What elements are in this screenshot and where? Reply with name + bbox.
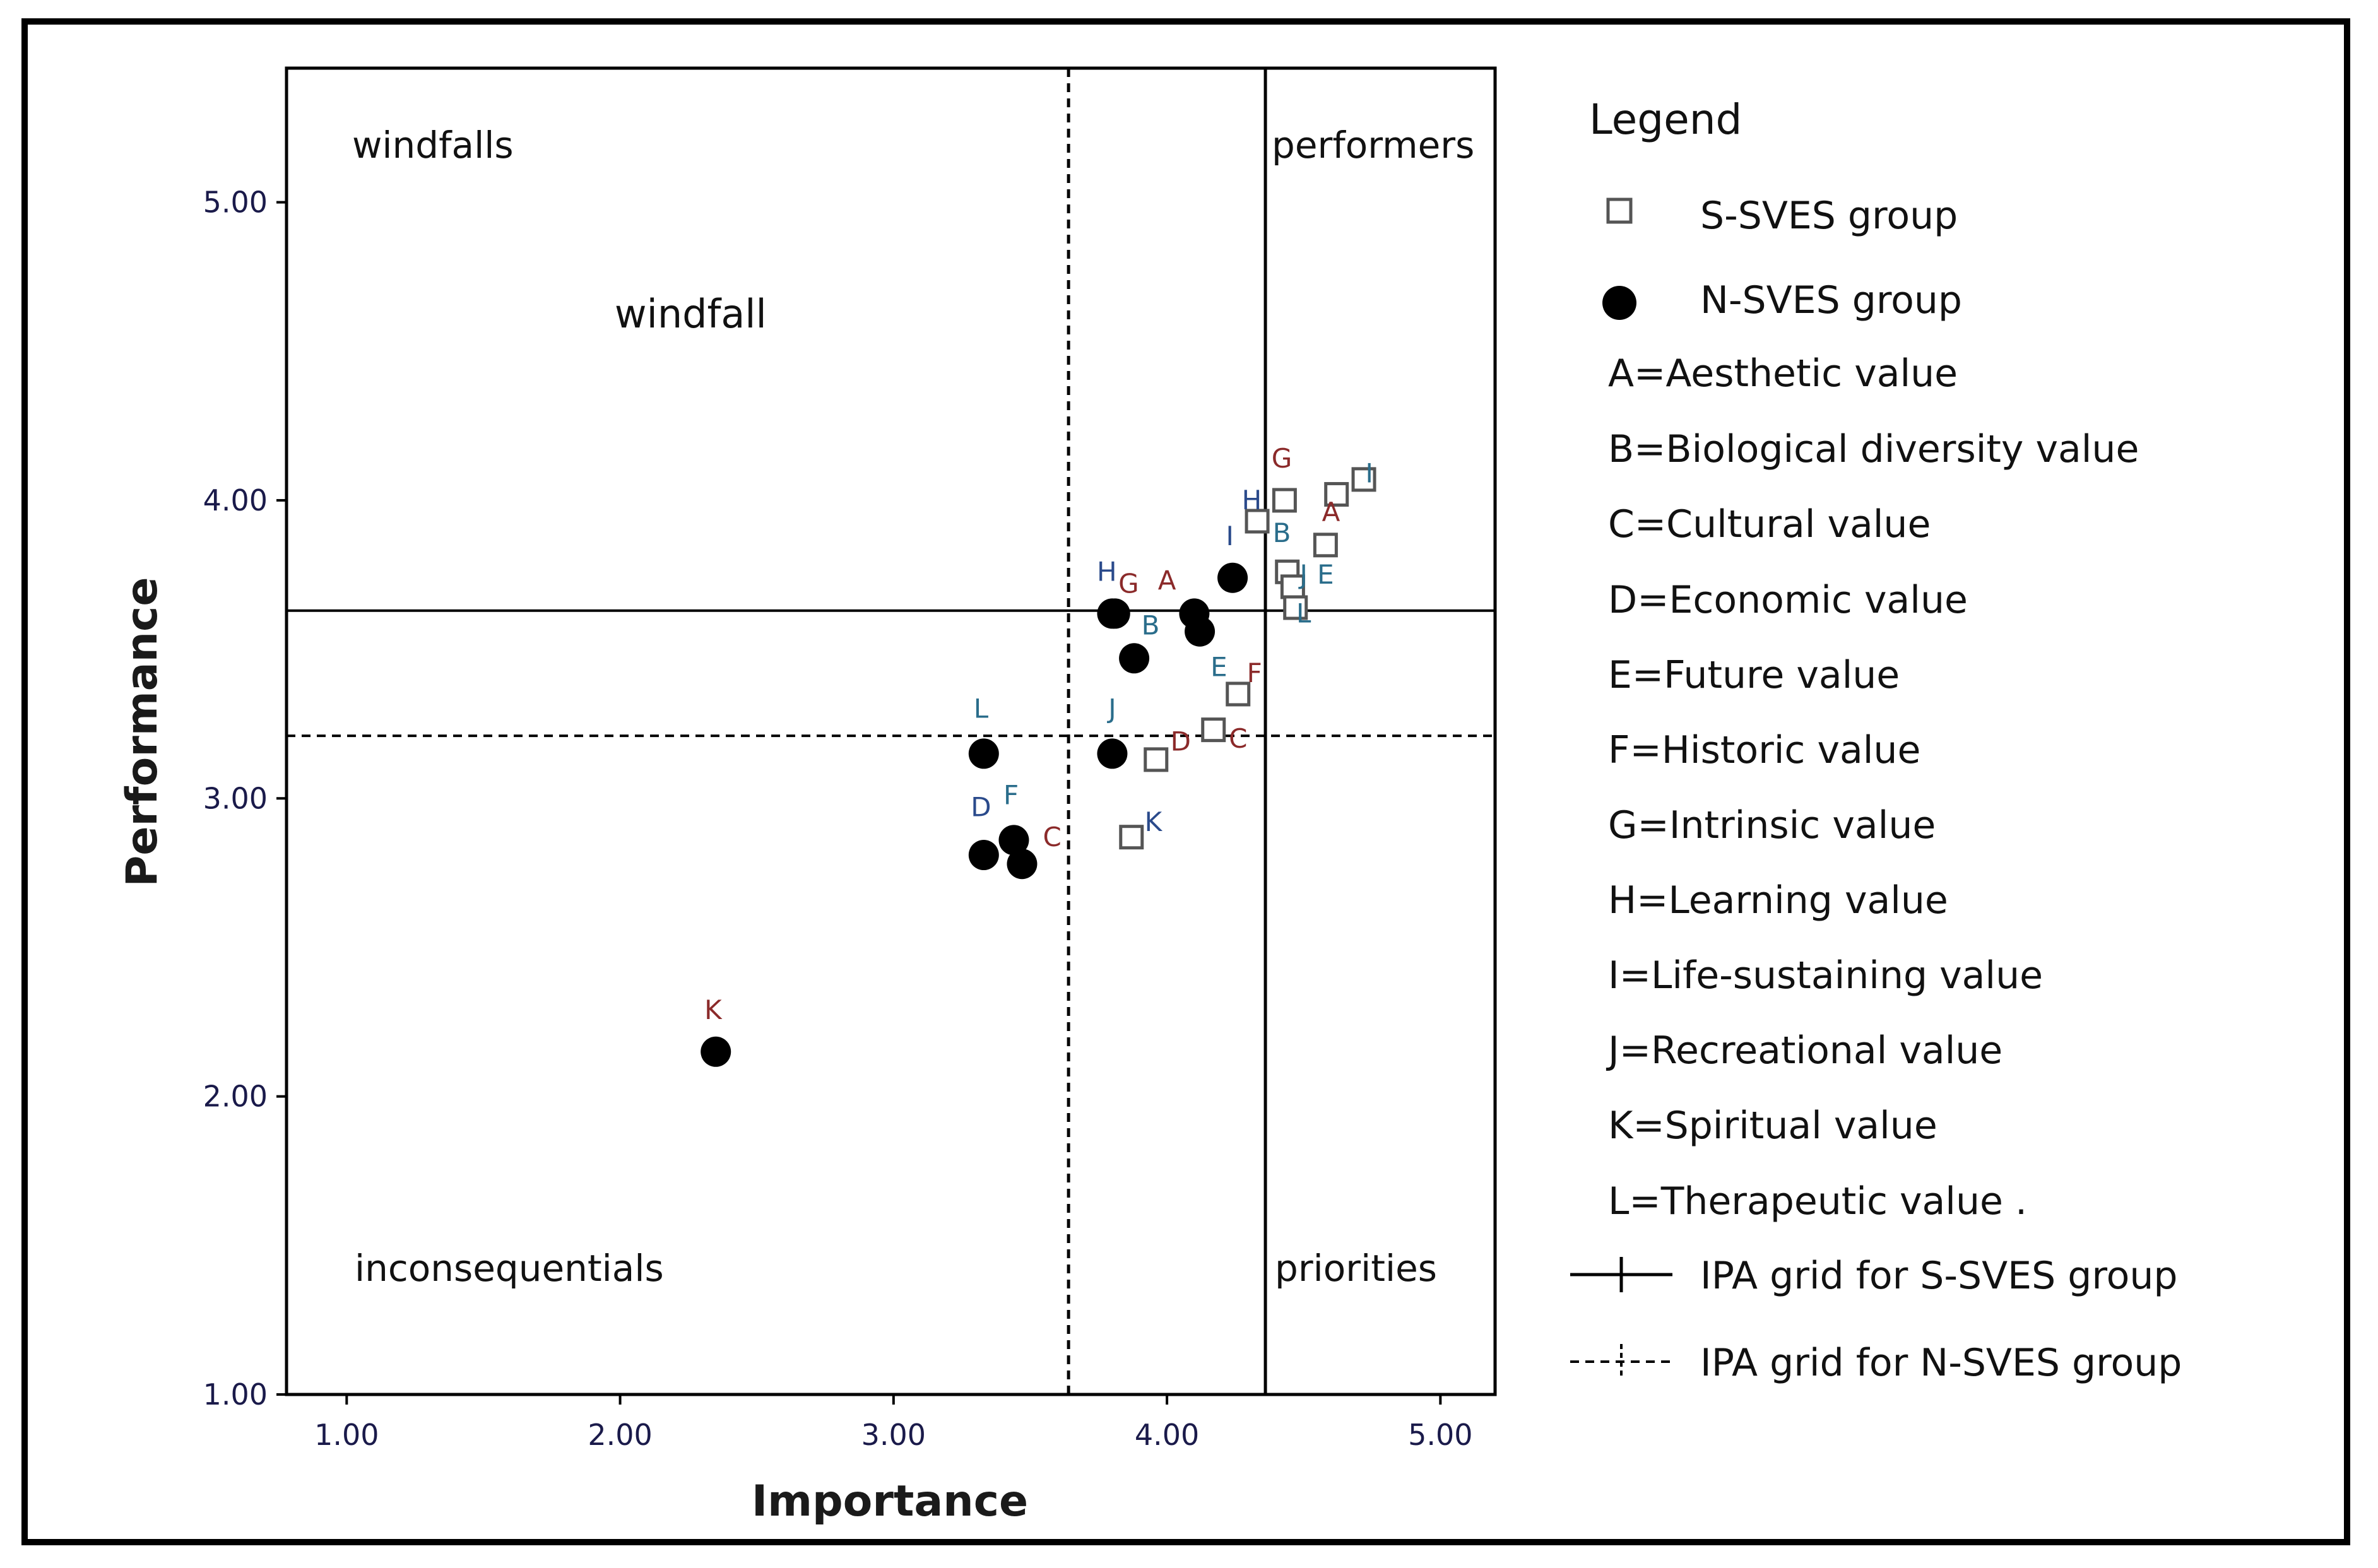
point-label-g: G — [1118, 568, 1139, 599]
y-tick-label: 5.00 — [203, 186, 268, 220]
y-tick-label: 4.00 — [203, 483, 268, 517]
y-tick-label: 3.00 — [203, 781, 268, 815]
point-label-l: L — [974, 693, 989, 724]
legend-entry-h: H=Learning value — [1608, 878, 1948, 923]
plot-area — [285, 66, 1497, 1396]
n-sves-point-b — [1119, 643, 1150, 674]
legend-entry-s-sves: S-SVES group — [1700, 194, 1958, 238]
quadrant-label-windfalls: windfalls — [352, 124, 514, 167]
y-tick-label: 1.00 — [203, 1377, 268, 1412]
point-label-b: B — [1273, 517, 1291, 548]
point-label-k: K — [704, 994, 723, 1025]
point-label-a: A — [1322, 497, 1340, 528]
point-label-e: E — [1210, 652, 1227, 683]
n-sves-point-d — [968, 840, 999, 871]
n-sves-point-l — [968, 738, 999, 769]
point-label-i: I — [1366, 458, 1373, 489]
n-sves-point-e — [1185, 616, 1216, 647]
quadrant-label-inconsequentials: inconsequentials — [355, 1247, 664, 1290]
data-points — [701, 467, 1376, 1067]
legend-entry-f: F=Historic value — [1608, 728, 1920, 772]
n-sves-point-h — [1097, 598, 1128, 629]
legend-circle-marker — [1602, 286, 1636, 320]
legend-entry-n-grid: IPA grid for N-SVES group — [1700, 1341, 2182, 1385]
s-sves-point-k — [1119, 825, 1144, 850]
legend-entry-n-sves: N-SVES group — [1700, 278, 1962, 322]
y-axis-title: Performance — [117, 577, 167, 887]
point-label-h: H — [1242, 485, 1262, 516]
x-tick-label: 4.00 — [1135, 1418, 1199, 1452]
s-sves-point-c — [1201, 717, 1226, 743]
s-sves-point-e — [1313, 533, 1338, 558]
legend-title: Legend — [1589, 95, 1742, 144]
legend-entry-l: L=Therapeutic value . — [1608, 1179, 2027, 1223]
point-label-f: F — [1003, 780, 1019, 811]
s-sves-point-g — [1272, 488, 1297, 513]
legend-entry-g: G=Intrinsic value — [1608, 803, 1936, 847]
point-label-k: K — [1145, 806, 1163, 837]
x-axis-ticks: 1.00 2.00 3.00 4.00 5.00 — [314, 1394, 1473, 1452]
s-sves-point-f — [1226, 681, 1251, 707]
n-sves-point-c — [1007, 849, 1038, 880]
point-label-i: I — [1226, 521, 1234, 551]
legend-square-marker — [1606, 197, 1633, 224]
n-sves-point-j — [1097, 738, 1128, 769]
x-tick-label: 2.00 — [588, 1418, 652, 1452]
quadrant-label-priorities: priorities — [1275, 1247, 1437, 1290]
legend-entry-s-grid: IPA grid for S-SVES group — [1700, 1254, 2178, 1298]
s-sves-point-h — [1245, 509, 1270, 534]
legend: Legend S-SVES group N-SVES group A=Aesth… — [1570, 95, 2182, 1385]
point-label-l: L — [1296, 598, 1311, 629]
point-label-h: H — [1097, 556, 1117, 587]
x-tick-label: 1.00 — [314, 1418, 379, 1452]
s-sves-point-a — [1324, 481, 1349, 507]
s-sves-point-d — [1144, 747, 1169, 772]
n-sves-point-k — [701, 1036, 731, 1067]
figure-frame — [21, 18, 2350, 1545]
legend-entry-b: B=Biological diversity value — [1608, 427, 2139, 471]
point-label-c: C — [1229, 723, 1247, 754]
legend-entry-k: K=Spiritual value — [1608, 1104, 1937, 1148]
quadrant-label-performers: performers — [1272, 124, 1474, 167]
legend-entry-i: I=Life-sustaining value — [1608, 953, 2043, 998]
x-tick-label: 3.00 — [861, 1418, 926, 1452]
s-sves-point-l — [1283, 595, 1308, 620]
legend-entry-a: A=Aesthetic value — [1608, 351, 1958, 396]
x-axis-title: Importance — [752, 1477, 1028, 1526]
point-label-c: C — [1043, 822, 1061, 852]
s-sves-point-j — [1280, 574, 1305, 599]
windfall-annotation: windfall — [615, 291, 767, 337]
point-label-j: J — [1298, 559, 1308, 590]
point-label-f: F — [1247, 657, 1262, 688]
point-label-e: E — [1317, 559, 1334, 590]
s-sves-point-i — [1351, 467, 1376, 492]
y-tick-label: 2.00 — [203, 1080, 268, 1114]
n-sves-point-f — [998, 825, 1029, 856]
legend-entry-e: E=Future value — [1608, 653, 1900, 697]
y-axis-ticks: 1.00 2.00 3.00 4.00 5.00 — [203, 186, 287, 1412]
legend-entry-d: D=Economic value — [1608, 578, 1968, 622]
ipa-reference-lines — [287, 68, 1495, 1394]
legend-entry-c: C=Cultural value — [1608, 502, 1931, 546]
legend-entry-j: J=Recreational value — [1606, 1029, 2002, 1073]
point-label-a: A — [1158, 565, 1176, 596]
point-label-g: G — [1272, 443, 1293, 474]
point-label-d: D — [971, 792, 991, 823]
point-label-b: B — [1142, 610, 1160, 640]
point-label-d: D — [1171, 726, 1191, 757]
point-label-j: J — [1106, 693, 1116, 724]
x-tick-label: 5.00 — [1408, 1418, 1472, 1452]
n-sves-point-i — [1217, 562, 1248, 593]
